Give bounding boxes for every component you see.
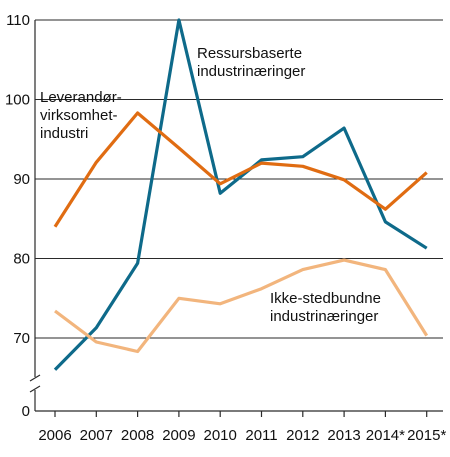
series-label-leverandor-line-2: virksomhet- [40,107,118,124]
x-tick-label: 2010 [204,427,237,444]
x-tick-label: 2007 [80,427,113,444]
axes [29,20,443,417]
y-tick-label: 110 [6,12,30,29]
x-tick-label: 2012 [286,427,319,444]
x-tick-label: 2008 [121,427,154,444]
series-label-ressurs-line-1: Ressursbaserte [197,45,302,62]
series-line-ressurs [53,18,428,371]
axis-break-mark-lower [29,385,41,393]
y-tick-label: 100 [5,92,30,109]
series-label-ressurs-line-2: industrinæringer [197,63,305,80]
x-tick-label: 2015* [407,427,446,444]
series-line-ikke [54,258,429,354]
tick-labels: 110 100 90 80 70 0 2006 2007 2008 2009 2010 2011 201… [5,12,446,444]
y-tick-label: 70 [13,330,30,347]
axis-break-mark-upper [29,374,41,382]
x-tick-label: 2014* [366,427,405,444]
series-label-ikke-line-1: Ikke-stedbundne [270,290,381,307]
y-tick-label: 0 [22,403,30,420]
series-label-leverandor-line-3: industri [40,125,88,142]
x-tick-label: 2013 [327,427,360,444]
y-tick-label: 90 [13,171,30,188]
x-tick-label: 2011 [245,427,277,444]
series-line-leverandor [53,111,428,228]
series-label-ikke-line-2: industrinæringer [270,308,378,325]
x-tick-label: 2006 [38,427,71,444]
series-lines [53,18,429,371]
series-label-leverandor-line-1: Leverandør- [40,89,122,106]
x-tick-label: 2009 [162,427,195,444]
y-tick-label: 80 [13,251,30,268]
